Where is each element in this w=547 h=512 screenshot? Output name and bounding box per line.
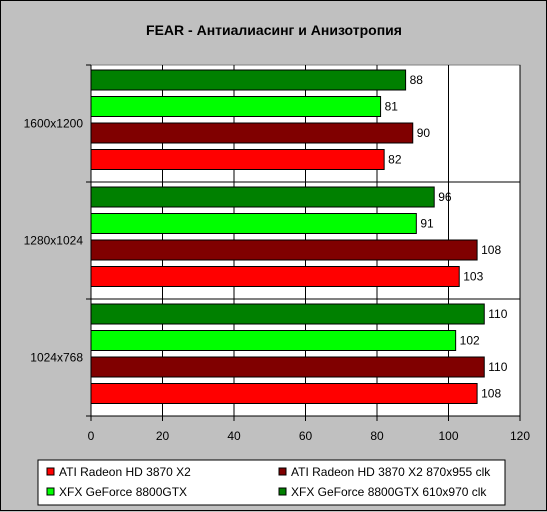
bar	[90, 330, 457, 351]
bar	[90, 69, 407, 91]
bar	[90, 96, 382, 117]
legend-swatch	[46, 467, 55, 476]
x-tick-label: 40	[227, 429, 241, 443]
bar	[90, 303, 485, 325]
data-label: 96	[438, 190, 452, 204]
x-tick-label: 120	[510, 429, 530, 443]
legend-swatch	[46, 487, 55, 496]
bar	[90, 383, 478, 404]
legend-label: ATI Radeon HD 3870 X2	[59, 465, 191, 479]
bars	[90, 69, 485, 404]
legend-box	[37, 459, 506, 506]
axes	[86, 64, 521, 421]
x-tick-label: 100	[438, 429, 458, 443]
chart-title: FEAR - Антиалиасинг и Анизотропия	[146, 22, 402, 38]
x-tick-label: 80	[370, 429, 384, 443]
legend: ATI Radeon HD 3870 X2 ATI Radeon HD 3870 …	[37, 459, 506, 506]
data-label: 110	[488, 307, 507, 321]
bar	[90, 356, 485, 378]
legend-label: XFX GeForce 8800GTX	[59, 485, 187, 499]
legend-label: XFX GeForce 8800GTX 610x970 clk	[291, 485, 487, 499]
data-label: 88	[410, 73, 424, 87]
legend-label: ATI Radeon HD 3870 X2 870x955 clk	[291, 465, 491, 479]
data-label: 108	[481, 387, 501, 401]
data-label: 102	[460, 334, 480, 348]
data-label: 82	[388, 153, 402, 167]
data-label: 110	[488, 360, 507, 374]
x-tick-label: 20	[156, 429, 170, 443]
bar	[90, 239, 478, 261]
data-label: 103	[463, 270, 483, 284]
bar	[90, 266, 460, 287]
labels: 88 81 90 82 1600x1200 96 91 108 103 1280x1024 110 1…	[24, 73, 531, 443]
x-tick-label: 60	[299, 429, 313, 443]
bar	[90, 122, 414, 144]
category-label: 1024x768	[30, 351, 83, 365]
legend-swatch	[278, 487, 287, 496]
bar	[90, 149, 385, 170]
data-label: 90	[417, 126, 431, 140]
x-tick-label: 0	[88, 429, 95, 443]
bar	[90, 186, 435, 208]
category-label: 1280x1024	[24, 234, 84, 248]
data-label: 108	[481, 243, 501, 257]
legend-swatch	[278, 467, 287, 476]
category-label: 1600x1200	[24, 117, 84, 131]
data-label: 81	[385, 100, 399, 114]
bar	[90, 213, 417, 234]
data-label: 91	[420, 217, 434, 231]
